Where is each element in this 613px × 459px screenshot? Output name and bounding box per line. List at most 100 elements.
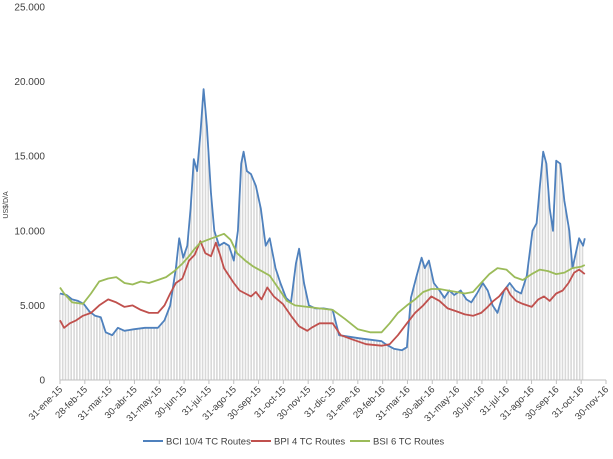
background-bar [59, 293, 61, 380]
background-bar [358, 338, 361, 380]
background-bar [284, 296, 287, 380]
background-bar [121, 330, 124, 380]
background-bar [264, 245, 267, 380]
background-bar [364, 339, 367, 380]
background-bar [304, 290, 307, 380]
background-bar [421, 261, 424, 380]
background-bar [330, 309, 332, 380]
background-bar [219, 245, 221, 380]
background-bar [347, 336, 350, 380]
background-bar [561, 186, 564, 380]
background-bar [461, 293, 464, 380]
background-bar [259, 204, 261, 380]
y-tick-label: 25.000 [14, 3, 45, 14]
background-bar [498, 304, 501, 380]
background-bar [416, 274, 418, 380]
background-bar [324, 308, 327, 380]
background-bar [338, 335, 341, 380]
background-bar [313, 307, 315, 380]
background-bar [390, 347, 392, 380]
background-bar [444, 296, 447, 380]
background-bar [207, 153, 210, 380]
background-bar [456, 293, 458, 380]
background-bar [164, 317, 167, 380]
background-bar [370, 339, 372, 380]
background-bar [333, 316, 335, 380]
background-bar [113, 332, 115, 380]
background-bar [70, 298, 72, 380]
legend-label: BCI 10/4 TC Routes [166, 437, 251, 448]
background-bar [541, 156, 544, 380]
background-bar [518, 292, 521, 380]
background-bar [424, 266, 427, 380]
background-bar [201, 100, 204, 381]
background-bar [101, 323, 104, 380]
background-bar [350, 337, 352, 380]
background-bar [253, 182, 255, 380]
background-bar [87, 310, 90, 380]
background-bar [378, 341, 381, 380]
background-bar [476, 293, 478, 380]
background-bar [270, 246, 272, 380]
background-bar [221, 243, 224, 380]
background-bar [410, 296, 412, 380]
legend-label: BPI 4 TC Routes [274, 437, 345, 448]
background-bar [513, 288, 515, 380]
background-bar [307, 303, 310, 380]
background-bar [436, 287, 438, 380]
background-bar [256, 191, 258, 380]
background-bar [404, 347, 407, 380]
background-bar [79, 302, 81, 380]
background-bar [524, 279, 527, 380]
background-bar [490, 301, 492, 380]
background-bar [581, 245, 584, 380]
background-bar [573, 260, 575, 380]
background-bar [127, 330, 130, 380]
background-bar [516, 291, 518, 380]
background-bar [321, 308, 324, 380]
background-bar [233, 257, 235, 380]
background-bar [564, 208, 567, 380]
background-bar [310, 306, 312, 380]
background-bar [353, 337, 355, 380]
background-bar [184, 250, 187, 380]
background-bar [384, 344, 387, 380]
background-bar [553, 204, 555, 380]
background-bar [210, 198, 212, 380]
background-bar [136, 328, 138, 380]
background-bar [61, 294, 64, 380]
background-bar [267, 240, 270, 380]
background-bar [493, 307, 495, 380]
background-bar [144, 327, 147, 380]
background-bar [507, 284, 510, 380]
background-bar [376, 340, 378, 380]
background-bar [187, 231, 190, 380]
background-bar [298, 254, 301, 380]
background-bar [99, 317, 101, 380]
background-bar [199, 138, 201, 380]
y-tick-label: 15.000 [14, 152, 45, 163]
background-bar [161, 322, 164, 380]
background-bar [250, 175, 252, 380]
background-bar [441, 295, 444, 380]
background-bar [501, 294, 504, 380]
series-lines [59, 88, 586, 352]
background-bar [276, 273, 278, 380]
background-bar [481, 283, 484, 380]
legend-label: BSI 6 TC Routes [373, 437, 444, 448]
background-bar [473, 297, 475, 380]
background-bar [213, 230, 215, 380]
background-bar [287, 300, 290, 380]
background-bars [59, 100, 584, 381]
background-bar [433, 283, 435, 380]
background-bar [230, 253, 232, 380]
background-bar [487, 293, 490, 380]
background-bar [273, 261, 275, 380]
background-bar [167, 309, 170, 380]
background-bar [190, 196, 192, 380]
background-bar [181, 255, 184, 380]
background-bar [104, 332, 107, 380]
background-bar [567, 225, 570, 380]
background-bar [381, 342, 384, 380]
